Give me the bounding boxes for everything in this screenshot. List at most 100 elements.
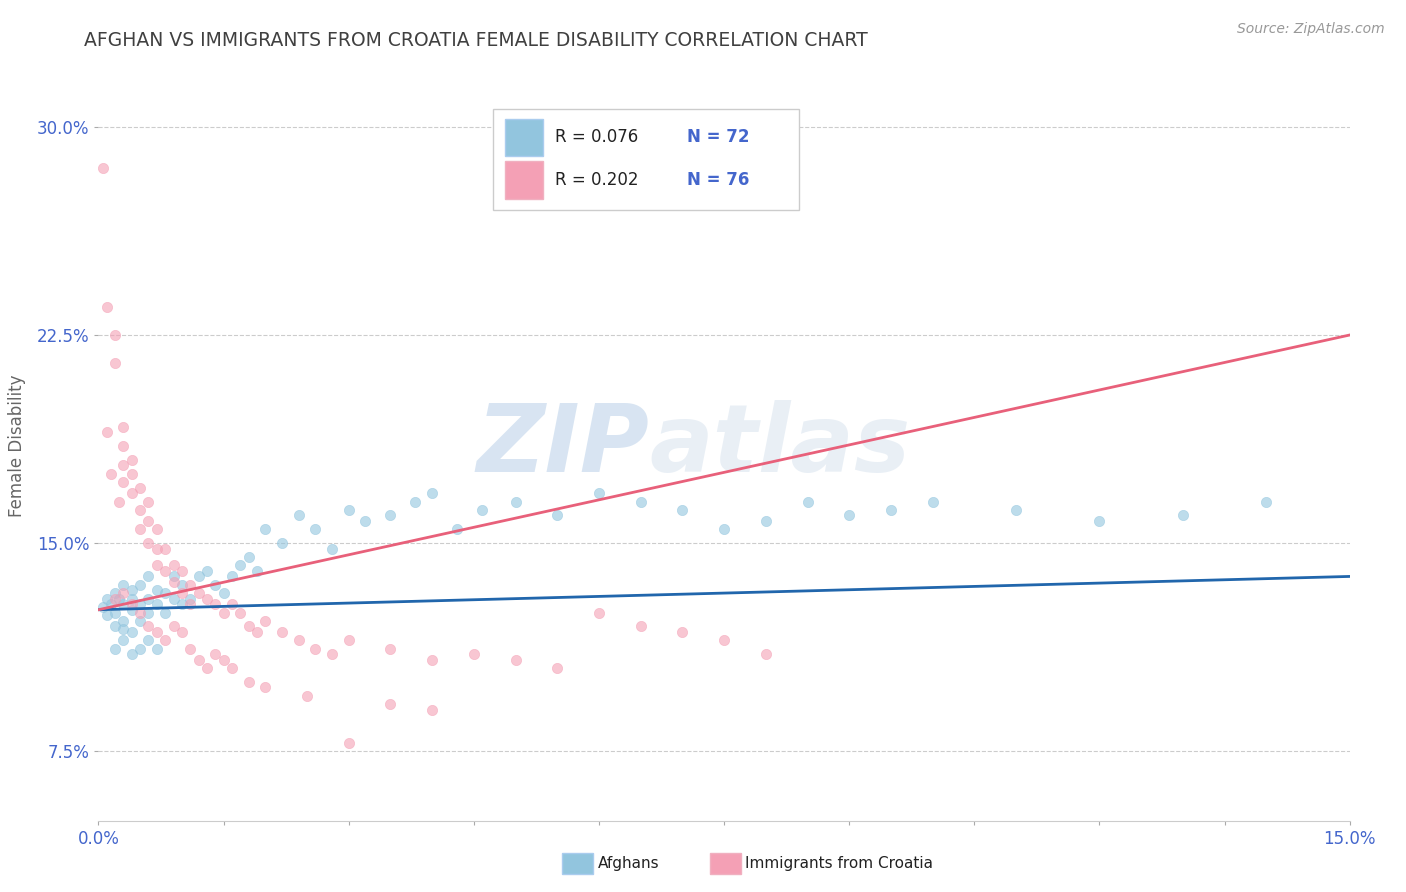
Point: [212, 586, 235, 600]
Point: [295, 689, 318, 703]
Point: [195, 564, 218, 578]
Point: [187, 586, 209, 600]
Point: [838, 508, 860, 523]
Point: [108, 591, 131, 606]
Point: [153, 633, 176, 648]
Point: [755, 514, 778, 528]
Point: [229, 558, 252, 573]
Point: [238, 674, 260, 689]
Point: [880, 503, 903, 517]
Point: [112, 419, 135, 434]
Point: [246, 624, 269, 639]
Point: [138, 536, 160, 550]
Point: [162, 574, 184, 589]
Point: [153, 606, 176, 620]
Y-axis label: Female Disability: Female Disability: [7, 375, 25, 517]
Point: [246, 564, 269, 578]
Point: [713, 633, 735, 648]
Point: [187, 653, 209, 667]
Point: [121, 603, 143, 617]
Point: [129, 481, 152, 495]
Point: [112, 458, 135, 473]
Point: [104, 586, 127, 600]
Point: [179, 597, 201, 611]
Point: [146, 541, 169, 556]
Point: [112, 578, 135, 592]
Point: [630, 494, 652, 508]
Point: [471, 503, 494, 517]
Point: [104, 641, 127, 656]
Point: [121, 453, 143, 467]
Point: [505, 494, 527, 508]
Point: [238, 549, 260, 564]
Point: [112, 622, 135, 636]
Point: [100, 597, 122, 611]
Point: [121, 624, 143, 639]
Text: R = 0.202: R = 0.202: [555, 171, 638, 189]
Text: Immigrants from Croatia: Immigrants from Croatia: [745, 856, 934, 871]
Point: [112, 475, 135, 489]
Point: [129, 522, 152, 536]
Point: [96, 591, 118, 606]
Point: [588, 606, 610, 620]
Point: [100, 467, 122, 481]
Point: [404, 494, 426, 508]
Point: [96, 300, 118, 314]
Point: [179, 591, 201, 606]
Point: [271, 624, 294, 639]
Point: [153, 586, 176, 600]
Point: [337, 503, 360, 517]
Point: [146, 583, 169, 598]
Point: [420, 703, 443, 717]
Point: [254, 522, 277, 536]
Point: [138, 494, 160, 508]
Point: [195, 661, 218, 675]
Bar: [505, 161, 543, 199]
Point: [138, 606, 160, 620]
Point: [91, 599, 114, 614]
Point: [254, 681, 277, 695]
Point: [238, 619, 260, 633]
Point: [671, 503, 693, 517]
Point: [170, 586, 193, 600]
Point: [204, 647, 226, 661]
Point: [505, 653, 527, 667]
Point: [129, 614, 152, 628]
Point: [170, 624, 193, 639]
Point: [121, 597, 143, 611]
Point: [146, 641, 169, 656]
Point: [212, 653, 235, 667]
Point: [337, 633, 360, 648]
Point: [146, 597, 169, 611]
Point: [108, 494, 131, 508]
Point: [129, 503, 152, 517]
Point: [153, 541, 176, 556]
Point: [354, 514, 377, 528]
Text: Afghans: Afghans: [598, 856, 659, 871]
Point: [170, 578, 193, 592]
Point: [96, 608, 118, 623]
Point: [112, 597, 135, 611]
Point: [91, 161, 114, 176]
Point: [546, 508, 568, 523]
Point: [254, 614, 277, 628]
Point: [179, 641, 201, 656]
Point: [129, 641, 152, 656]
Point: [1005, 503, 1028, 517]
Point: [153, 564, 176, 578]
Point: [446, 522, 468, 536]
Point: [146, 522, 169, 536]
Point: [1171, 508, 1194, 523]
Point: [112, 439, 135, 453]
Point: [121, 486, 143, 500]
Point: [304, 522, 326, 536]
Point: [162, 591, 184, 606]
Point: [162, 619, 184, 633]
Point: [112, 614, 135, 628]
Point: [755, 647, 778, 661]
Point: [1088, 514, 1111, 528]
Point: [204, 578, 226, 592]
Point: [187, 569, 209, 583]
Text: Source: ZipAtlas.com: Source: ZipAtlas.com: [1237, 22, 1385, 37]
Point: [129, 606, 152, 620]
